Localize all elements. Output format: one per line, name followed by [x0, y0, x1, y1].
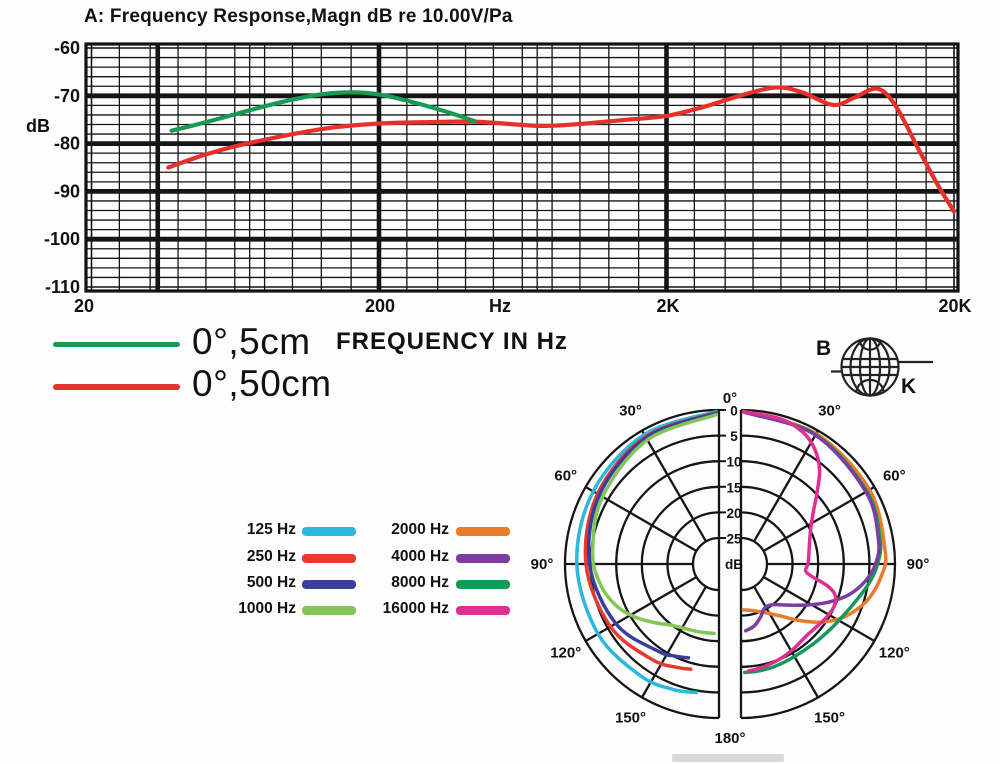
- polar-scale-label: 5: [730, 429, 738, 444]
- polar-legend-swatch: [456, 553, 510, 563]
- polar-legend-label: 4000 Hz: [391, 548, 449, 565]
- bk-logo: B K: [816, 337, 933, 398]
- polar-scale-label: 15: [726, 480, 742, 495]
- y-tick-label: -80: [54, 134, 80, 154]
- y-axis-unit-label: dB: [26, 116, 50, 136]
- polar-spoke: [753, 430, 819, 543]
- page-title: A: Frequency Response,Magn dB re 10.00V/…: [84, 6, 513, 27]
- polar-legend-swatch: [302, 526, 356, 536]
- polar-pattern-chart: 0 5 10 15 20 25 dB 0° 180° 30° 30° 60° 60° 90° 90° 120°…: [531, 390, 930, 747]
- polar-legend-label: 2000 Hz: [391, 521, 449, 538]
- polar-spoke: [585, 576, 698, 642]
- polar-scale-label: 10: [726, 455, 741, 470]
- polar-angle-label: 0°: [723, 390, 737, 407]
- polar-scale-label: 0: [730, 404, 738, 419]
- polar-legend-label: 1000 Hz: [238, 600, 296, 617]
- polar-legend-swatch: [456, 526, 510, 536]
- polar-legend-label: 8000 Hz: [391, 574, 449, 591]
- polar-curve-4000Hz: [741, 410, 881, 633]
- polar-legend-label: 16000 Hz: [382, 600, 449, 617]
- freq-grid: [86, 44, 958, 291]
- freq-curve-05cm: [169, 90, 477, 133]
- x-tick-label: 20K: [938, 296, 971, 316]
- polar-curve-500Hz: [586, 411, 719, 660]
- polar-angle-label: 90°: [907, 556, 930, 573]
- polar-spoke: [641, 585, 707, 698]
- logo-letter-k: K: [901, 375, 916, 398]
- polar-legend-swatch: [302, 579, 356, 589]
- polar-angle-label: 60°: [883, 468, 906, 485]
- bk-logo-globe-icon: [831, 337, 933, 397]
- x-tick-label: 200: [365, 296, 395, 316]
- polar-scale-label: 20: [726, 506, 741, 521]
- polar-spoke: [641, 430, 707, 543]
- freq-plot-frame: [84, 42, 960, 293]
- legend-label-5cm: 0°,5cm: [192, 321, 311, 362]
- polar-legend-swatch: [302, 553, 356, 563]
- polar-curve-16000Hz: [741, 409, 838, 673]
- polar-spoke: [753, 585, 819, 698]
- x-tick-label: 20: [74, 296, 94, 316]
- polar-spoke: [585, 486, 698, 552]
- polar-legend-label: 125 Hz: [246, 521, 296, 538]
- freq-curve-050cm: [166, 85, 957, 214]
- polar-ring: [740, 536, 769, 592]
- y-tick-label: -90: [54, 181, 80, 201]
- y-tick-label: -100: [44, 229, 80, 249]
- polar-angle-label: 120°: [550, 645, 581, 662]
- x-axis-title: FREQUENCY IN Hz: [336, 328, 568, 355]
- logo-letter-b: B: [816, 337, 831, 360]
- x-tick-label: 2K: [656, 296, 679, 316]
- polar-angle-label: 60°: [554, 468, 577, 485]
- polar-curve-1000Hz: [590, 412, 719, 636]
- polar-ring: [691, 536, 720, 592]
- polar-legend-label: 250 Hz: [246, 548, 296, 565]
- scan-artifact-bar: [672, 754, 784, 762]
- legend-label-50cm: 0°,50cm: [192, 363, 332, 404]
- legend-line-5cm: [53, 342, 180, 347]
- x-tick-label: Hz: [489, 296, 511, 316]
- y-tick-label: -70: [54, 86, 80, 106]
- polar-angle-label: 90°: [531, 556, 554, 573]
- freq-curves: [166, 85, 957, 214]
- polar-scale-label: 25: [726, 532, 742, 547]
- y-tick-label: -110: [45, 277, 80, 297]
- polar-angle-label: 30°: [818, 403, 841, 420]
- legend-line-50cm: [53, 384, 180, 390]
- polar-legend-swatch: [456, 579, 510, 589]
- polar-angle-label: 120°: [879, 645, 910, 662]
- polar-curves: [575, 409, 888, 695]
- polar-spoke: [762, 486, 875, 552]
- polar-legend-swatch: [456, 605, 510, 615]
- polar-curve-125Hz: [575, 409, 719, 695]
- y-tick-label: -60: [54, 38, 80, 58]
- polar-legend-label: 500 Hz: [246, 574, 296, 591]
- polar-angle-label: 30°: [619, 403, 642, 420]
- polar-legend-swatch: [302, 605, 356, 615]
- polar-angle-label: 180°: [714, 730, 745, 747]
- polar-spoke: [762, 576, 875, 642]
- polar-angle-label: 150°: [615, 709, 646, 726]
- polar-angle-label: 150°: [814, 709, 845, 726]
- polar-unit-label: dB: [725, 557, 743, 572]
